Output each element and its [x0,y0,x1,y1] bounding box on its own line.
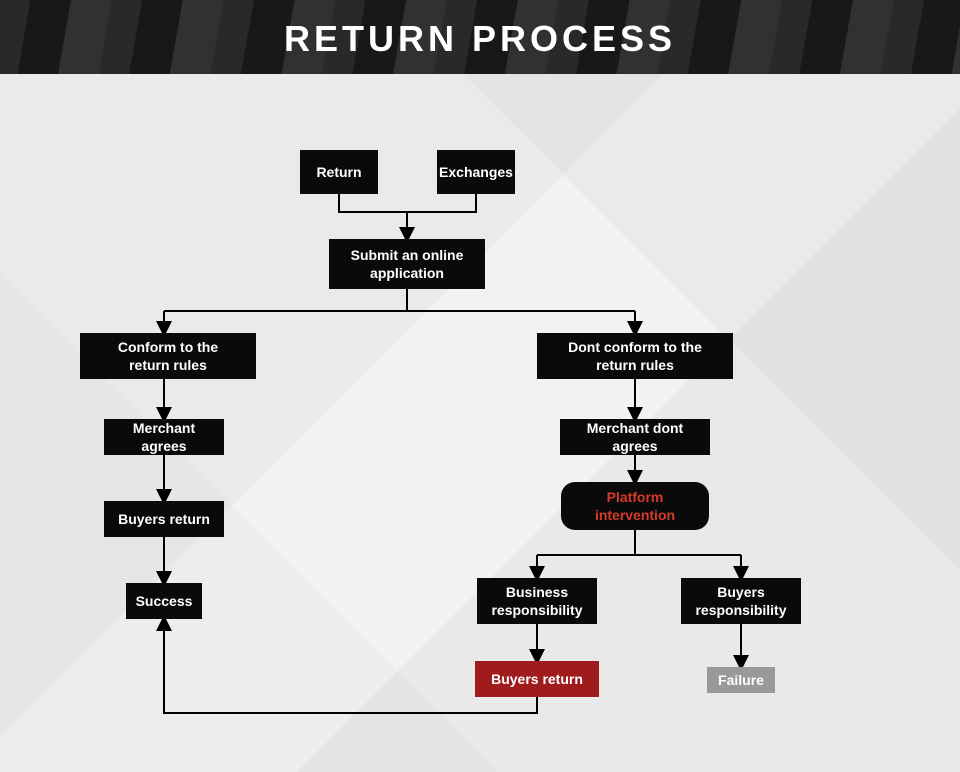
node-buyresp: Buyers responsibility [681,578,801,624]
node-nonconform: Dont conform to the return rules [537,333,733,379]
node-exchanges: Exchanges [437,150,515,194]
node-failure: Failure [707,667,775,693]
node-breturn1: Buyers return [104,501,224,537]
header-banner: RETURN PROCESS [0,0,960,74]
node-magree: Merchant agrees [104,419,224,455]
node-mdisagree: Merchant dont agrees [560,419,710,455]
node-success: Success [126,583,202,619]
node-breturn2: Buyers return [475,661,599,697]
node-platform: Platform intervention [561,482,709,530]
node-submit: Submit an online application [329,239,485,289]
node-bizresp: Business responsibility [477,578,597,624]
page-title: RETURN PROCESS [0,18,960,60]
node-return: Return [300,150,378,194]
node-conform: Conform to the return rules [80,333,256,379]
